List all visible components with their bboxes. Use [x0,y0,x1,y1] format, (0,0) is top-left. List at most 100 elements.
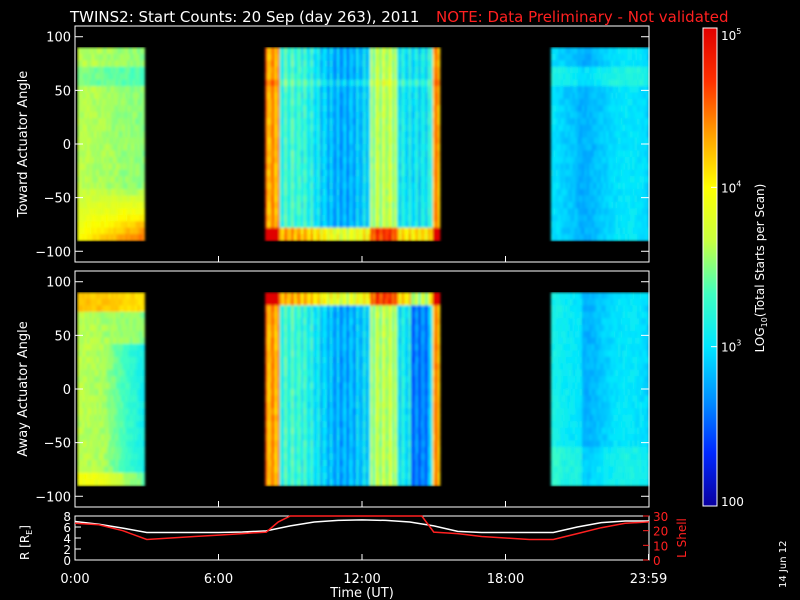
toward-heat-cell [106,208,110,216]
toward-heat-cell [139,60,143,68]
toward-heat-cell [118,66,122,74]
toward-heat-cell [265,144,269,152]
toward-heat-cell [91,60,95,68]
toward-heat-cell [77,111,81,119]
toward-heat-cell [120,144,124,152]
toward-heat-cell [79,105,83,113]
toward-heat-cell [106,98,110,106]
toward-heat-cell [130,195,133,203]
toward-heat-cell [267,98,271,106]
toward-heat-cell [89,163,93,171]
toward-heat-cell [267,214,271,222]
toward-heat-cell [108,98,112,106]
toward-heat-cell [113,189,117,197]
toward-heat-cell [96,53,100,61]
toward-heat-cell [127,227,131,235]
toward-heat-cell [84,144,88,152]
toward-heat-cell [96,163,100,171]
toward-heat-cell [86,201,90,209]
toward-heat-cell [139,47,143,55]
toward-heat-cell [267,79,271,87]
toward-heat-cell [139,105,143,113]
toward-heat-cell [84,105,88,113]
toward-heat-cell [277,182,281,190]
toward-heat-cell [77,150,81,158]
toward-heat-cell [265,182,269,190]
toward-heat-cell [94,156,98,164]
toward-heat-cell [437,98,441,106]
toward-heat-cell [113,47,117,55]
toward-heat-cell [115,234,119,242]
toward-heat-cell [101,137,105,145]
toward-heat-cell [106,137,110,145]
toward-heat-cell [265,169,269,177]
toward-heat-cell [101,169,105,177]
toward-heat-cell [122,79,126,87]
toward-heat-cell [120,111,124,119]
toward-heat-cell [130,176,133,184]
toward-heat-cell [269,118,273,126]
toward-heat-cell [137,227,141,235]
toward-heat-cell [127,163,131,171]
toward-heat-cell [77,124,81,132]
toward-heat-cell [139,227,143,235]
toward-heat-cell [279,144,283,152]
toward-heat-cell [125,47,129,55]
toward-heat-cell [103,189,107,197]
toward-heat-cell [267,111,271,119]
toward-heat-cell [84,169,88,177]
toward-heat-cell [115,182,119,190]
toward-heat-cell [91,137,95,145]
toward-heat-cell [277,144,281,152]
toward-heat-cell [82,144,86,152]
toward-heat-cell [139,92,143,100]
toward-heat-cell [89,111,93,119]
toward-heat-cell [437,201,441,209]
toward-heat-cell [82,214,86,222]
toward-heat-cell [125,98,129,106]
toward-heat-cell [113,201,117,209]
toward-heat-cell [277,234,281,242]
toward-heat-cell [108,144,112,152]
toward-ytick-label: −50 [44,192,71,207]
toward-heat-cell [79,60,83,68]
toward-heat-cell [115,111,119,119]
toward-heat-cell [98,98,102,106]
toward-heat-cell [108,53,112,61]
toward-heat-cell [277,189,281,197]
toward-heat-cell [265,195,269,203]
toward-heat-cell [86,195,90,203]
toward-heat-cell [118,92,122,100]
toward-heat-cell [82,53,86,61]
toward-heat-cell [137,150,141,158]
toward-heat-cell [134,79,138,87]
toward-heat-cell [79,214,83,222]
toward-heat-cell [437,144,441,152]
toward-heat-cell [94,124,98,132]
toward-heat-cell [106,189,110,197]
toward-heat-cell [82,150,86,158]
toward-heat-cell [139,201,143,209]
toward-heat-cell [134,195,138,203]
toward-heat-cell [94,176,98,184]
toward-heat-cell [101,124,105,132]
toward-heat-cell [101,201,105,209]
toward-heat-cell [86,150,90,158]
toward-heat-cell [89,92,93,100]
toward-heat-cell [98,176,102,184]
toward-heat-cell [77,156,81,164]
toward-heat-cell [82,79,86,87]
toward-heat-cell [269,163,273,171]
toward-heat-cell [108,111,112,119]
toward-heat-cell [101,234,105,242]
toward-heat-cell [110,105,114,113]
toward-heat-cell [108,73,112,81]
toward-heat-cell [139,137,143,145]
toward-heat-cell [274,92,278,100]
toward-heat-cell [77,47,81,55]
toward-heat-cell [265,53,269,61]
toward-heat-cell [106,92,110,100]
toward-heat-cell [134,144,138,152]
toward-heat-cell [272,214,276,222]
toward-heat-cell [98,124,102,132]
